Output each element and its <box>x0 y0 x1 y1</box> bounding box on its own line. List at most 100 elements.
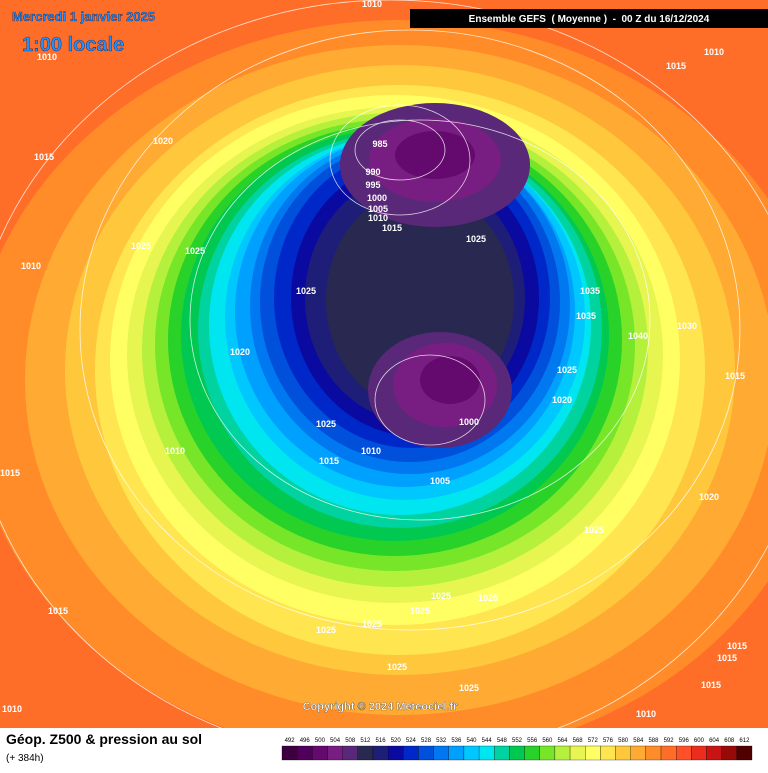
isobar-label: 1010 <box>362 0 382 9</box>
isobar-label: 1015 <box>666 61 686 71</box>
colorbar-label: 496 <box>300 738 311 744</box>
colorbar-swatch <box>554 745 571 761</box>
colorbar-label: 512 <box>360 738 371 744</box>
isobar-label: 1025 <box>185 246 205 256</box>
isobar-label: 1015 <box>319 456 339 466</box>
colorbar-swatch <box>463 745 480 761</box>
isobar-label: 1015 <box>701 680 721 690</box>
isobar-label: 1015 <box>382 223 402 233</box>
colorbar-label: 556 <box>527 738 538 744</box>
colorbar-label: 584 <box>633 738 644 744</box>
isobar-label: 1005 <box>368 204 388 214</box>
isobar-label: 1025 <box>410 606 430 616</box>
colorbar-swatch <box>660 745 677 761</box>
colorbar-swatch <box>372 745 389 761</box>
isobar-label: 1020 <box>552 395 572 405</box>
colorbar-swatch <box>342 745 358 761</box>
colorbar-label: 564 <box>557 738 568 744</box>
isobar-label: 1025 <box>584 525 604 535</box>
colorbar-swatch <box>509 745 525 761</box>
isobar-label: 1040 <box>628 331 648 341</box>
colorbar-label: 548 <box>497 738 508 744</box>
colorbar-swatch <box>312 745 328 761</box>
isobar-label: 1025 <box>387 662 407 672</box>
isobar-label: 995 <box>365 180 380 190</box>
colorbar-label: 608 <box>724 738 735 744</box>
isobar-label: 1010 <box>361 446 381 456</box>
colorbar-swatch <box>281 745 298 761</box>
isobar-label: 1015 <box>725 371 745 381</box>
isobar-label: 1010 <box>368 213 388 223</box>
colorbar-swatch <box>327 745 343 761</box>
colorbar-swatch <box>721 745 737 761</box>
colorbar-swatch <box>645 745 662 761</box>
isobar-label: 985 <box>372 139 387 149</box>
isobar-label: 1000 <box>367 193 387 203</box>
isobar-label: 1035 <box>576 311 596 321</box>
colorbar-label: 536 <box>451 738 462 744</box>
colorbar-swatch <box>448 745 465 761</box>
colorbar-swatch <box>736 745 753 761</box>
colorbar-swatch <box>706 745 722 761</box>
colorbar-label: 540 <box>467 738 478 744</box>
isobar-label: 1025 <box>316 419 336 429</box>
isobar-label: 1010 <box>37 52 57 62</box>
colorbar-label: 560 <box>542 738 553 744</box>
colorbar-label: 520 <box>391 738 402 744</box>
colorbar-swatch <box>418 745 434 761</box>
colorbar-swatch <box>524 745 540 761</box>
run-info: Ensemble GEFS ( Moyenne ) - 00 Z du 16/1… <box>469 14 710 25</box>
isobar-label: 1010 <box>636 709 656 719</box>
colorbar-label: 592 <box>664 738 675 744</box>
colorbar-label: 596 <box>679 738 690 744</box>
colorbar-label: 552 <box>512 738 523 744</box>
colorbar-swatch <box>387 745 404 761</box>
colorbar-swatch <box>433 745 449 761</box>
colorbar-label: 572 <box>588 738 599 744</box>
isobar-label: 1025 <box>316 625 336 635</box>
isobar-label: 1010 <box>704 47 724 57</box>
isobar-label: 1025 <box>131 241 151 251</box>
isobar-label: 1015 <box>717 653 737 663</box>
colorbar-label: 532 <box>436 738 447 744</box>
colorbar-swatch <box>357 745 374 761</box>
colorbar: 492 496 500 504 508 512 516 520 524 528 532 536 540 5… <box>281 738 753 761</box>
colorbar-label: 600 <box>694 738 705 744</box>
isobar-label: 1025 <box>459 683 479 693</box>
colorbar-label: 504 <box>330 738 341 744</box>
colorbar-label: 544 <box>482 738 493 744</box>
colorbar-label: 492 <box>285 738 296 744</box>
colorbar-swatch <box>615 745 631 761</box>
colorbar-label: 500 <box>315 738 326 744</box>
colorbar-label: 528 <box>421 738 432 744</box>
isobar-label: 1015 <box>34 152 54 162</box>
colorbar-label: 604 <box>709 738 720 744</box>
colorbar-label: 580 <box>618 738 629 744</box>
isobar-label: 990 <box>365 167 380 177</box>
colorbar-label: 524 <box>406 738 417 744</box>
isobar-label: 1020 <box>699 492 719 502</box>
colorbar-swatch <box>600 745 616 761</box>
colorbar-label: 508 <box>345 738 356 744</box>
colorbar-swatch <box>297 745 313 761</box>
colorbar-label: 568 <box>573 738 584 744</box>
isobar-label: 1000 <box>459 417 479 427</box>
isobar-label: 1015 <box>48 606 68 616</box>
colorbar-swatch <box>478 745 495 761</box>
isobar-label: 1025 <box>466 234 486 244</box>
isobar-label: 1025 <box>296 286 316 296</box>
isobar-label: 1030 <box>677 321 697 331</box>
isobar-label: 1005 <box>430 476 450 486</box>
colorbar-swatch <box>494 745 510 761</box>
colorbar-label: 516 <box>376 738 387 744</box>
colorbar-label: 588 <box>648 738 659 744</box>
colorbar-swatch <box>676 745 692 761</box>
colorbar-swatch <box>539 745 556 761</box>
isobar-label: 1035 <box>580 286 600 296</box>
colorbar-swatch <box>585 745 601 761</box>
forecast-time: 1:00 locale <box>22 34 124 56</box>
colorbar-swatch <box>691 745 707 761</box>
isobar-label: 1010 <box>21 261 41 271</box>
isobar-label: 1025 <box>557 365 577 375</box>
